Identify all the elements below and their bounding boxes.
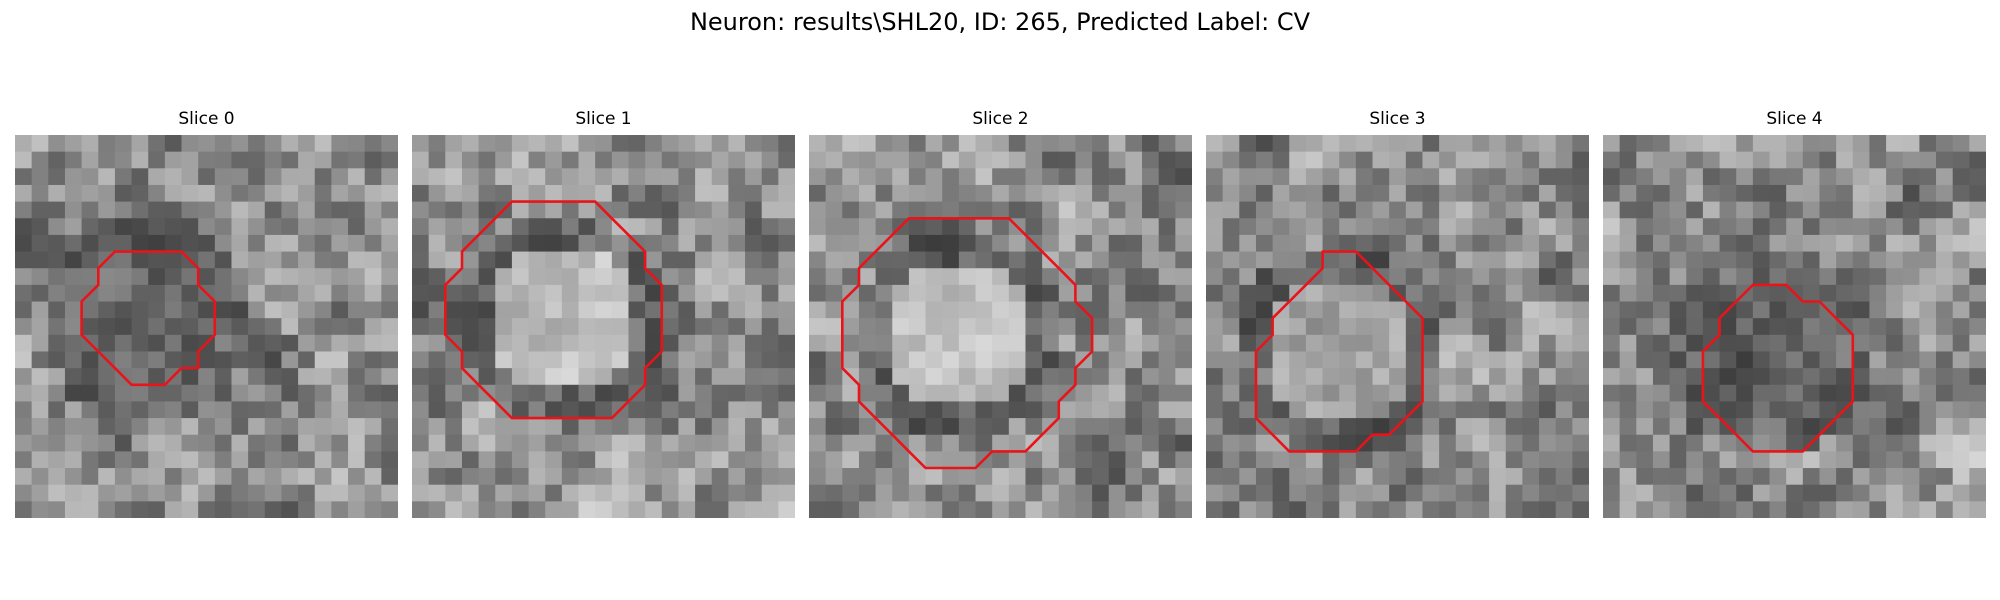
slice-pixels	[809, 135, 1192, 518]
slice-image	[1603, 135, 1986, 518]
roi-contour	[443, 200, 664, 420]
slice-image	[1206, 135, 1589, 518]
slice-panel-3: Slice 3	[1206, 108, 1589, 518]
slice-panel-1: Slice 1	[412, 108, 795, 518]
slice-title: Slice 0	[178, 109, 235, 129]
slice-pixels	[15, 135, 398, 518]
slice-pixels	[1603, 135, 1986, 518]
slice-panel-0: Slice 0	[15, 108, 398, 518]
roi-contour	[840, 217, 1094, 470]
roi-contour	[80, 250, 217, 387]
slice-title: Slice 1	[575, 109, 632, 129]
slice-image	[15, 135, 398, 518]
slice-title: Slice 2	[972, 109, 1029, 129]
slice-image	[809, 135, 1192, 518]
slice-pixels	[412, 135, 795, 518]
slice-title: Slice 3	[1369, 109, 1426, 129]
slice-panel-2: Slice 2	[809, 108, 1192, 518]
figure-title: Neuron: results\SHL20, ID: 265, Predicte…	[689, 8, 1311, 36]
roi-contour	[1254, 250, 1424, 453]
slice-pixels	[1206, 135, 1589, 518]
slice-title: Slice 4	[1766, 109, 1823, 129]
slice-image	[412, 135, 795, 518]
slice-panel-4: Slice 4	[1603, 108, 1986, 518]
roi-contour	[1701, 283, 1855, 453]
